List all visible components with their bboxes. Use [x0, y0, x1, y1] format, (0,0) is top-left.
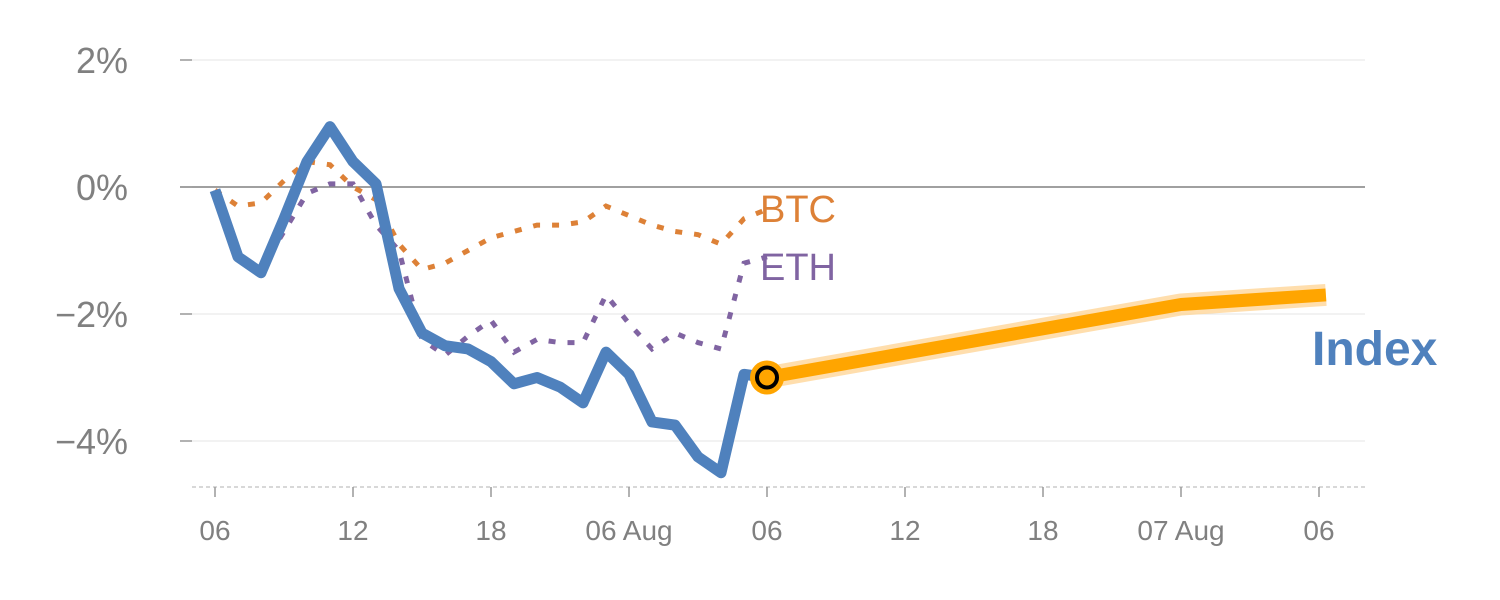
y-tick-label: −2%	[55, 294, 128, 335]
x-axis: 06 12 18 06 Aug 06 12 18 07 Aug 06	[199, 487, 1335, 546]
eth-label: ETH	[760, 247, 836, 289]
y-tick-label: 2%	[76, 40, 128, 81]
y-tick-label: 0%	[76, 167, 128, 208]
x-tick-label: 12	[889, 515, 920, 546]
x-tick-label: 06	[751, 515, 782, 546]
x-tick-label: 06 Aug	[585, 515, 672, 546]
y-axis: 2% 0% −2% −4%	[55, 40, 128, 462]
x-tick-label: 07 Aug	[1137, 515, 1224, 546]
current-point-marker-inner	[755, 365, 779, 390]
series-lines	[209, 121, 1327, 479]
index-line	[209, 121, 768, 479]
x-tick-label: 12	[337, 515, 368, 546]
x-tick-label: 06	[199, 515, 230, 546]
forecast-line	[765, 288, 1327, 384]
btc-label: BTC	[760, 189, 836, 231]
eth-line	[212, 181, 768, 359]
y-tick-label: −4%	[55, 421, 128, 462]
x-tick-label: 06	[1303, 515, 1334, 546]
index-label: Index	[1312, 323, 1438, 376]
x-tick-label: 18	[1027, 515, 1058, 546]
series-labels: BTC ETH Index	[760, 189, 1438, 376]
x-tick-label: 18	[475, 515, 506, 546]
